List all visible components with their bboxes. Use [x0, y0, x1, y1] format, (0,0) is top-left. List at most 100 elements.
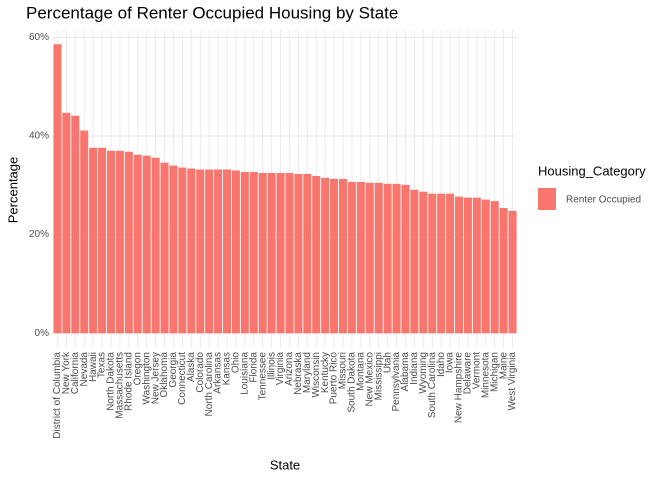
- bar: [472, 197, 481, 334]
- bar: [80, 130, 89, 334]
- y-tick-label: 20%: [29, 229, 49, 240]
- x-tick-label: Louisiana: [239, 352, 250, 395]
- legend-label: Renter Occupied: [566, 195, 641, 206]
- y-axis-label: Percentage: [5, 157, 20, 224]
- bar: [106, 150, 116, 334]
- bar: [133, 154, 142, 334]
- x-tick-label: Oregon: [132, 352, 143, 385]
- x-tick-label: North Dakota: [106, 352, 117, 411]
- x-tick-label: Iowa: [445, 352, 456, 374]
- bar: [196, 169, 205, 334]
- legend-title: Housing_Category: [538, 163, 646, 178]
- bar: [231, 170, 240, 334]
- bar: [178, 167, 187, 334]
- x-tick-label: Alabama: [400, 352, 411, 392]
- bar: [214, 169, 223, 334]
- bar: [98, 147, 107, 334]
- x-tick-label: Arizona: [284, 352, 295, 386]
- x-tick-label: Wisconsin: [311, 352, 322, 398]
- bar: [303, 173, 312, 334]
- bar: [151, 157, 160, 334]
- x-tick-label: Ohio: [231, 352, 242, 374]
- bar: [187, 168, 196, 334]
- y-tick-label: 0%: [35, 328, 50, 339]
- bar: [490, 201, 499, 334]
- x-tick-label: Nebraska: [293, 352, 304, 395]
- bar: [392, 183, 401, 334]
- x-tick-label: Virginia: [275, 352, 286, 386]
- x-tick-label: New Mexico: [364, 352, 375, 407]
- x-tick-label: Delaware: [463, 352, 474, 395]
- x-tick-label: Oklahoma: [159, 352, 170, 398]
- bar: [437, 193, 446, 334]
- bar: [240, 171, 249, 334]
- bar: [463, 197, 472, 334]
- bar: [124, 151, 133, 334]
- y-tick-label: 60%: [29, 32, 49, 43]
- bar: [142, 155, 151, 334]
- bar: [383, 183, 392, 334]
- x-tick-label: Illinois: [266, 352, 277, 380]
- x-tick-label: Rhode Island: [123, 352, 134, 411]
- x-tick-label: North Carolina: [204, 352, 215, 417]
- bar: [62, 112, 71, 334]
- x-tick-label: Michigan: [489, 352, 500, 392]
- bar: [71, 115, 80, 334]
- x-tick-label: Indiana: [409, 352, 420, 385]
- x-tick-label: Vermont: [471, 352, 482, 389]
- x-tick-label: Massachusetts: [115, 352, 126, 419]
- x-tick-label: Texas: [97, 352, 108, 378]
- x-tick-label: Alaska: [186, 352, 197, 382]
- bar: [249, 171, 258, 334]
- y-tick-label: 40%: [29, 131, 49, 142]
- bar: [347, 181, 356, 334]
- bar: [401, 184, 410, 334]
- x-tick-label: Arkansas: [213, 352, 224, 394]
- bar: [267, 172, 276, 334]
- x-tick-label: Idaho: [436, 352, 447, 377]
- x-tick-label: Minnesota: [480, 352, 491, 399]
- x-tick-label: Tennessee: [257, 352, 268, 401]
- x-tick-label: Montana: [355, 352, 366, 391]
- bar: [330, 178, 339, 334]
- bar: [446, 193, 455, 334]
- bar: [428, 193, 437, 334]
- x-tick-label: Connecticut: [177, 352, 188, 405]
- x-tick-label: Pennsylvania: [391, 352, 402, 412]
- bar: [312, 175, 321, 334]
- x-tick-label: Kansas: [222, 352, 233, 385]
- x-tick-label: Maine: [498, 352, 509, 380]
- bar: [321, 177, 330, 334]
- x-tick-label: Mississippi: [373, 352, 384, 400]
- bar: [410, 189, 419, 334]
- x-tick-label: Utah: [382, 352, 393, 373]
- x-tick-label: California: [70, 352, 81, 395]
- x-tick-label: Kentucky: [320, 352, 331, 393]
- x-axis-label: State: [270, 457, 300, 472]
- bar: [454, 196, 464, 334]
- x-tick-label: New York: [61, 351, 72, 394]
- x-tick-label: Colorado: [195, 352, 206, 393]
- bar: [258, 172, 267, 334]
- bar: [222, 169, 232, 334]
- chart-title: Percentage of Renter Occupied Housing by…: [26, 3, 398, 22]
- bar: [276, 172, 285, 334]
- bar: [508, 210, 517, 334]
- x-tick-label: Washington: [141, 352, 152, 404]
- x-tick-label: South Dakota: [347, 352, 358, 413]
- bar: [294, 173, 303, 334]
- bar: [285, 172, 294, 334]
- bar: [365, 182, 374, 334]
- bar: [115, 150, 124, 334]
- bar: [481, 199, 490, 334]
- x-tick-label: Florida: [248, 352, 259, 383]
- x-tick-label: District of Columbia: [52, 352, 63, 439]
- x-tick-label: Wyoming: [418, 352, 429, 394]
- x-tick-label: Puerto Rico: [329, 352, 340, 405]
- x-tick-label: Maryland: [302, 352, 313, 393]
- bar: [356, 181, 365, 334]
- x-tick-label: West Virginia: [507, 352, 518, 411]
- x-tick-label: New Hampshire: [454, 352, 465, 424]
- bar: [419, 191, 428, 334]
